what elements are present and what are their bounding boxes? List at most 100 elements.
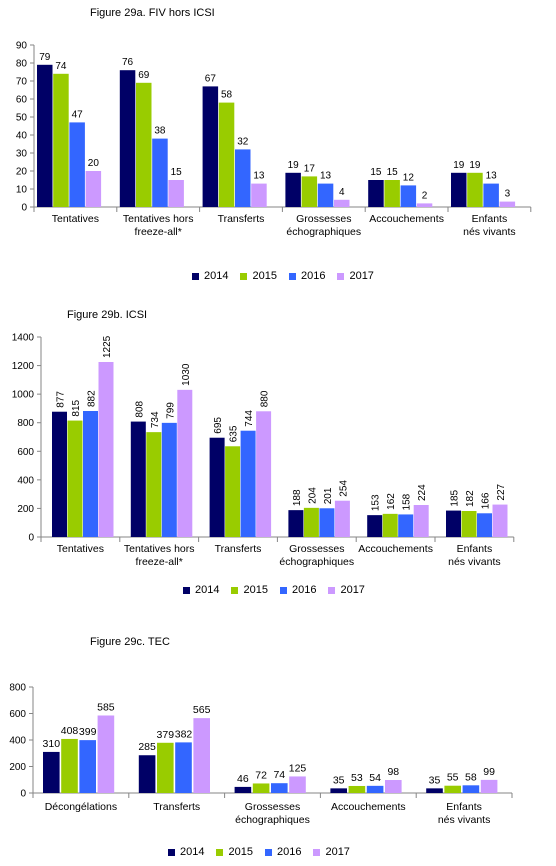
bar-2015: [146, 432, 162, 537]
legend-swatch: [264, 848, 272, 856]
data-label: 882: [87, 390, 98, 407]
legend-swatch: [168, 848, 175, 856]
legend-item-2015: 2015: [231, 584, 268, 596]
data-label: 166: [481, 492, 492, 509]
bar-2015: [225, 446, 241, 537]
data-label: 815: [71, 399, 82, 416]
legend: 2014 2015 2016 2017: [183, 584, 377, 596]
data-label: 15: [387, 167, 399, 178]
bar-2017: [168, 180, 184, 207]
legend-label: 2017: [349, 270, 374, 282]
x-category-label: Grossesses échographiques: [279, 543, 354, 568]
legend-item-2017: 2017: [313, 846, 350, 858]
bar-2014: [426, 788, 443, 793]
data-label: 72: [255, 769, 267, 781]
data-label: 67: [205, 73, 217, 84]
x-category-label: Accouchements: [358, 543, 433, 555]
legend-label: 2015: [252, 270, 277, 282]
x-category-label: Transferts: [218, 213, 265, 225]
bar-2016: [271, 783, 288, 793]
bar-2016: [400, 185, 417, 207]
data-label: 399: [79, 726, 97, 738]
data-label: 46: [237, 773, 249, 785]
data-label: 808: [134, 400, 145, 417]
bar-2017: [97, 715, 115, 793]
bar-2015: [384, 180, 400, 207]
x-category-label: Transferts: [153, 801, 200, 813]
data-label: 227: [496, 483, 507, 500]
data-label: 224: [417, 484, 428, 501]
data-label: 12: [403, 172, 415, 183]
x-category-label: Tentatives: [52, 213, 99, 225]
bar-2014: [52, 411, 67, 537]
data-label: 695: [213, 417, 224, 434]
x-category-label: Tentatives: [57, 543, 104, 555]
legend-item-2014: 2014: [168, 846, 204, 858]
bar-2016: [319, 508, 335, 537]
data-label: 47: [72, 109, 84, 120]
legend: 2014 2015 2016 2017: [168, 846, 362, 858]
data-label: 310: [43, 738, 61, 750]
y-tick-label: 20: [16, 167, 28, 178]
bar-2014: [446, 510, 461, 537]
bar-2014: [37, 64, 53, 207]
data-label: 69: [138, 70, 150, 81]
legend-label: 2016: [291, 584, 317, 596]
legend-swatch: [183, 586, 190, 594]
data-label: 379: [157, 729, 175, 741]
legend-swatch: [279, 586, 287, 594]
data-label: 74: [273, 769, 285, 781]
bar-2015: [136, 82, 152, 207]
data-label: 98: [387, 766, 399, 778]
y-tick-label: 400: [9, 736, 26, 747]
data-label: 3: [505, 189, 511, 200]
x-category-label: Accouchements: [331, 801, 406, 813]
data-label: 2: [422, 190, 428, 201]
y-tick-label: 0: [21, 203, 27, 214]
bar-2014: [367, 515, 383, 537]
data-label: 734: [150, 411, 161, 428]
data-label: 153: [371, 494, 382, 511]
data-label: 408: [61, 725, 79, 737]
bar-2016: [83, 411, 98, 537]
data-label: 79: [39, 52, 51, 63]
bar-2017: [251, 183, 267, 207]
y-tick-label: 1000: [12, 390, 35, 401]
bar-2017: [413, 505, 429, 537]
legend-label: 2016: [276, 846, 302, 858]
legend-swatch: [313, 848, 321, 856]
chart-title: Figure 29b. ICSI: [67, 309, 148, 321]
legend-label: 2017: [340, 584, 365, 596]
x-category-label: Tentatives hors freeze-all*: [124, 543, 195, 568]
data-label: 585: [97, 701, 115, 713]
legend-item-2014: 2014: [192, 270, 228, 282]
y-tick-label: 200: [17, 504, 34, 515]
data-label: 32: [237, 136, 249, 147]
data-label: 76: [122, 57, 134, 68]
data-label: 201: [323, 487, 334, 504]
bar-2014: [330, 788, 347, 793]
y-tick-label: 0: [28, 533, 34, 544]
x-category-label: Transferts: [215, 543, 262, 555]
bar-2016: [317, 183, 334, 207]
data-label: 99: [483, 766, 495, 778]
y-tick-label: 200: [9, 762, 26, 773]
x-category-label: Grossesses échographiques: [235, 801, 310, 826]
data-label: 799: [165, 402, 176, 419]
data-label: 13: [253, 171, 265, 182]
legend-label: 2014: [204, 270, 229, 282]
legend-label: 2014: [195, 584, 220, 596]
bar-2017: [334, 500, 350, 537]
bar-2016: [175, 742, 192, 793]
bar-2017: [177, 389, 193, 537]
bar-2015: [53, 73, 69, 207]
data-label: 74: [55, 61, 67, 72]
bar-2017: [416, 203, 433, 207]
data-label: 880: [260, 390, 271, 407]
data-label: 58: [465, 771, 477, 783]
y-tick-label: 50: [16, 113, 28, 124]
legend-item-2016: 2016: [264, 846, 302, 858]
data-label: 19: [288, 160, 300, 171]
y-tick-label: 60: [16, 95, 28, 106]
bar-2017: [385, 780, 402, 793]
